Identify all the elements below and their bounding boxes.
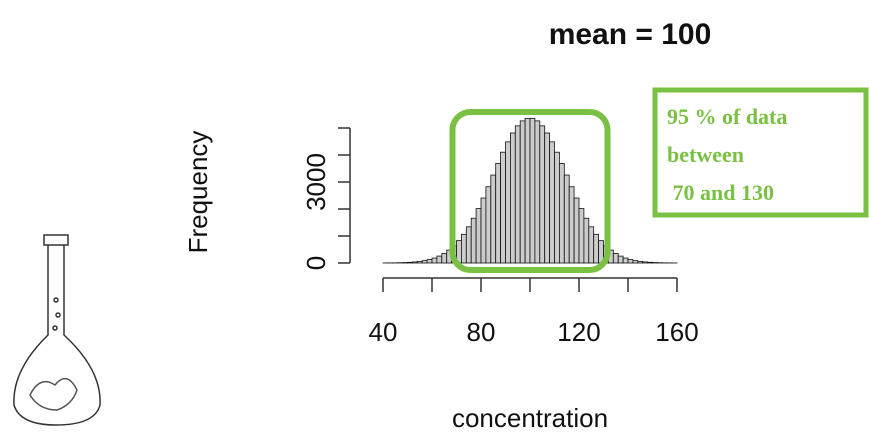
highlight-box [449,109,611,273]
bar [549,141,555,264]
bar [500,151,506,264]
bar [593,233,600,264]
bar [578,208,585,264]
bar [539,125,546,264]
bar [573,197,580,264]
bar [524,117,531,264]
x-tick-label: 80 [467,317,496,347]
bar [509,132,516,264]
bar [647,261,653,264]
annotation: between [667,142,744,167]
bar [529,117,536,264]
bar [627,259,634,264]
bar [642,261,649,264]
bar [470,217,477,264]
chart-title: mean = 100 [549,18,712,51]
bar [436,255,443,264]
bar [559,162,565,264]
bar [407,261,413,264]
bar [554,151,560,264]
bar [514,125,521,264]
bar [568,186,575,264]
x-tick-label: 40 [369,317,398,347]
x-tick-label: 160 [655,317,698,347]
bar [480,197,487,264]
bar [416,260,423,264]
annotation: 70 and 130 [667,180,774,205]
y-tick-label: 0 [301,256,331,270]
annotation: 95 % of data [667,104,787,129]
bar [519,120,526,264]
bar [588,226,595,264]
bar [426,259,433,264]
y-axis-label: Frequency [183,131,213,254]
bar [505,141,511,264]
bar [637,260,644,264]
bar [563,174,570,264]
bar [465,226,472,264]
bar [544,132,551,264]
annotation-box [652,87,869,218]
bar [460,233,467,264]
bar [411,261,418,264]
bar [583,217,590,264]
bar [495,162,502,264]
x-axis-label: concentration [452,403,608,433]
bar [475,208,482,264]
bar [632,260,639,264]
flask-illustration [13,234,101,426]
bar [534,120,541,264]
bar [490,174,497,264]
y-tick-label: 3000 [301,153,331,211]
x-tick-label: 120 [557,317,600,347]
bar [485,186,492,264]
bar [421,260,428,264]
bar [612,253,619,264]
bar [622,257,629,264]
bar [617,255,624,264]
bar [441,253,448,264]
bar [431,257,438,264]
